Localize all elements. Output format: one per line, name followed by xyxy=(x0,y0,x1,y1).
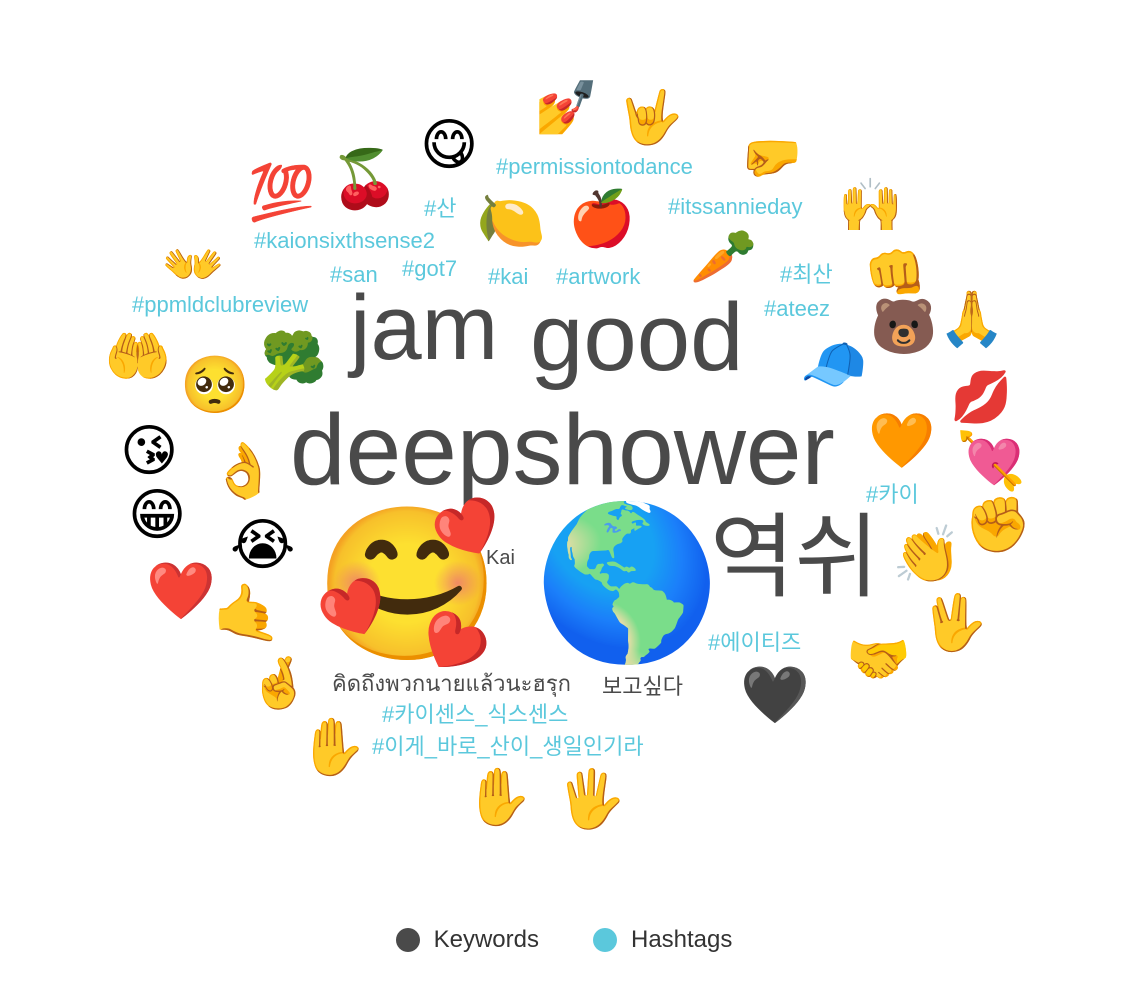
oncoming-fist-icon[interactable]: 👊 xyxy=(864,248,926,298)
bear-icon[interactable]: 🐻 xyxy=(870,300,937,354)
raising-hands-icon[interactable]: 🙌 xyxy=(838,180,903,232)
legend-label-hashtags: Hashtags xyxy=(631,926,732,954)
red-heart-icon[interactable]: ❤️ xyxy=(146,564,216,620)
legend-item-hashtags[interactable]: Hashtags xyxy=(593,926,732,954)
call-me-hand-icon[interactable]: 🤙 xyxy=(212,586,282,642)
hashtag-artwork[interactable]: #artwork xyxy=(556,266,640,288)
hashtag-ppmldclubreview[interactable]: #ppmldclubreview xyxy=(132,294,308,316)
keyword-bogosipda[interactable]: 보고싶다 xyxy=(602,676,683,698)
billed-cap-icon[interactable]: 🧢 xyxy=(800,338,867,392)
face-blowing-kiss-icon[interactable]: 😘 xyxy=(120,424,178,480)
smiling-face-with-hearts-icon[interactable]: 🥰 xyxy=(314,510,501,660)
leftwards-fist-icon[interactable]: 🤛 xyxy=(740,132,802,182)
legend-dot-keywords-icon xyxy=(396,928,420,952)
open-hands-icon[interactable]: 👐 xyxy=(162,240,224,290)
legend-dot-hashtags-icon xyxy=(593,928,617,952)
crying-face-icon[interactable]: 😭 xyxy=(230,518,295,574)
savoring-face-icon[interactable]: 😋 xyxy=(420,118,478,174)
hashtag-ateez-kr[interactable]: #에이티즈 xyxy=(708,632,801,654)
ok-hand-icon[interactable]: 👌 xyxy=(210,444,277,498)
hashtag-san[interactable]: #san xyxy=(330,264,378,286)
hashtag-san-birthday-kr[interactable]: #이게_바로_산이_생일인기라 xyxy=(372,736,644,758)
clapping-hands-icon[interactable]: 👏 xyxy=(892,528,962,584)
keyword-thai[interactable]: คิดถึงพวกนายแล้วนะฮรุก xyxy=(332,674,571,696)
heart-with-arrow-icon[interactable]: 💘 xyxy=(956,434,1026,490)
hundred-points-icon[interactable]: 💯 xyxy=(248,166,315,220)
love-you-gesture-icon[interactable]: 🤟 xyxy=(618,92,683,144)
hashtag-kai-sixthsense-kr[interactable]: #카이센스_식스센스 xyxy=(382,704,568,726)
hashtag-permissiontodance[interactable]: #permissiontodance xyxy=(496,156,693,178)
kiss-mark-icon[interactable]: 💋 xyxy=(950,372,1012,422)
grinning-face-icon[interactable]: 😁 xyxy=(128,488,186,544)
word-cloud: deepshower good jam 역쉬 Kai คิดถึงพวกนายแ… xyxy=(0,0,1128,900)
keyword-deepshower[interactable]: deepshower xyxy=(290,400,835,500)
hashtag-got7[interactable]: #got7 xyxy=(402,258,457,280)
red-apple-icon[interactable]: 🍎 xyxy=(568,192,635,246)
hashtag-kai-kr[interactable]: #카이 xyxy=(866,484,919,506)
legend-item-keywords[interactable]: Keywords xyxy=(396,926,539,954)
vulcan-salute-icon[interactable]: 🖖 xyxy=(920,596,987,650)
black-heart-icon[interactable]: 🖤 xyxy=(740,668,810,724)
raised-hand-1-icon[interactable]: ✋ xyxy=(298,720,368,776)
handshake-icon[interactable]: 🤝 xyxy=(846,634,911,686)
legend: Keywords Hashtags xyxy=(0,926,1128,954)
hashtag-kai[interactable]: #kai xyxy=(488,266,528,288)
keyword-yeokshi[interactable]: 역쉬 xyxy=(710,512,879,604)
keyword-good[interactable]: good xyxy=(530,290,744,386)
raised-fist-icon[interactable]: ✊ xyxy=(964,498,1031,552)
broccoli-icon[interactable]: 🥦 xyxy=(260,334,327,388)
keyword-jam[interactable]: jam xyxy=(350,282,498,374)
pleading-face-icon[interactable]: 🥺 xyxy=(180,358,250,414)
nail-polish-icon[interactable]: 💅 xyxy=(534,82,599,134)
globe-icon[interactable]: 🌎 xyxy=(534,508,721,658)
hashtag-choisan[interactable]: #최산 xyxy=(780,264,833,286)
hand-splayed-icon[interactable]: 🖐️ xyxy=(556,772,626,828)
lemon-icon[interactable]: 🍋 xyxy=(476,194,546,250)
hashtag-itssannieday[interactable]: #itssannieday xyxy=(668,196,803,218)
hashtag-san-kr[interactable]: #산 xyxy=(424,198,456,220)
orange-heart-icon[interactable]: 🧡 xyxy=(868,414,935,468)
carrot-icon[interactable]: 🥕 xyxy=(690,230,757,284)
cherries-icon[interactable]: 🍒 xyxy=(330,152,400,208)
palms-up-together-icon[interactable]: 🤲 xyxy=(104,330,171,384)
folded-hands-icon[interactable]: 🙏 xyxy=(938,292,1005,346)
hashtag-ateez[interactable]: #ateez xyxy=(764,298,830,320)
raised-hand-2-icon[interactable]: ✋ xyxy=(464,770,534,826)
crossed-fingers-icon[interactable]: 🤞 xyxy=(248,658,310,708)
legend-label-keywords: Keywords xyxy=(434,926,539,954)
hashtag-kaionsixthsense2[interactable]: #kaionsixthsense2 xyxy=(254,230,435,252)
